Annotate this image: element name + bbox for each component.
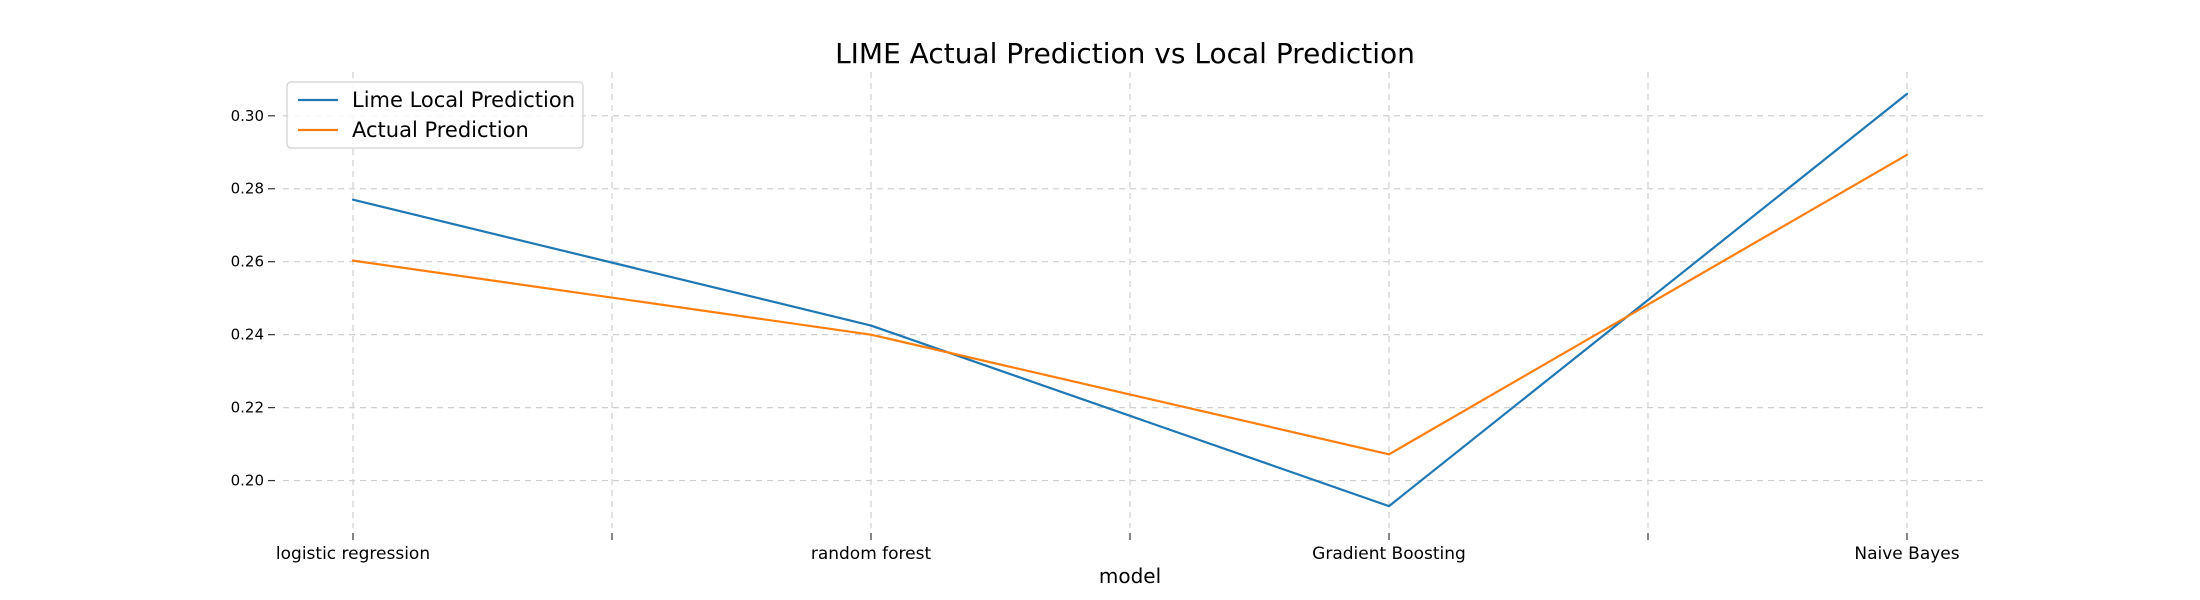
x-tick-label: random forest xyxy=(811,544,932,564)
y-tick-label: 0.28 xyxy=(231,180,264,198)
data-point xyxy=(1905,153,1909,156)
y-tick-label: 0.24 xyxy=(231,326,264,344)
x-tick-label: Naive Bayes xyxy=(1854,544,1959,564)
y-tick-label: 0.22 xyxy=(231,399,264,417)
chart-title: LIME Actual Prediction vs Local Predicti… xyxy=(835,37,1415,70)
data-point xyxy=(1387,505,1391,508)
grid xyxy=(283,72,1983,528)
series-line-0 xyxy=(352,93,1908,508)
legend-label-actual: Actual Prediction xyxy=(352,118,529,142)
x-axis-label: model xyxy=(1099,564,1161,588)
x-tick-label: Gradient Boosting xyxy=(1312,544,1466,564)
y-tick-label: 0.26 xyxy=(231,253,264,271)
legend-box xyxy=(286,81,584,149)
y-axis-ticks: 0.20 0.22 0.24 0.26 0.28 0.30 xyxy=(231,107,275,490)
y-tick-label: 0.20 xyxy=(231,472,264,490)
series-lines xyxy=(351,92,1909,508)
legend-label-lime: Lime Local Prediction xyxy=(352,88,575,112)
series-line-1 xyxy=(352,153,1908,456)
data-point xyxy=(351,198,355,201)
data-point xyxy=(1387,453,1391,456)
x-tick-label: logistic regression xyxy=(276,544,430,564)
data-point xyxy=(869,324,873,327)
y-tick-label: 0.30 xyxy=(231,107,264,125)
legend: Lime Local Prediction Actual Prediction xyxy=(286,81,584,149)
data-point xyxy=(1905,92,1909,95)
data-point xyxy=(869,333,873,336)
x-axis-ticks: logistic regression random forest Gradient… xyxy=(276,533,1960,564)
data-point xyxy=(351,259,355,262)
